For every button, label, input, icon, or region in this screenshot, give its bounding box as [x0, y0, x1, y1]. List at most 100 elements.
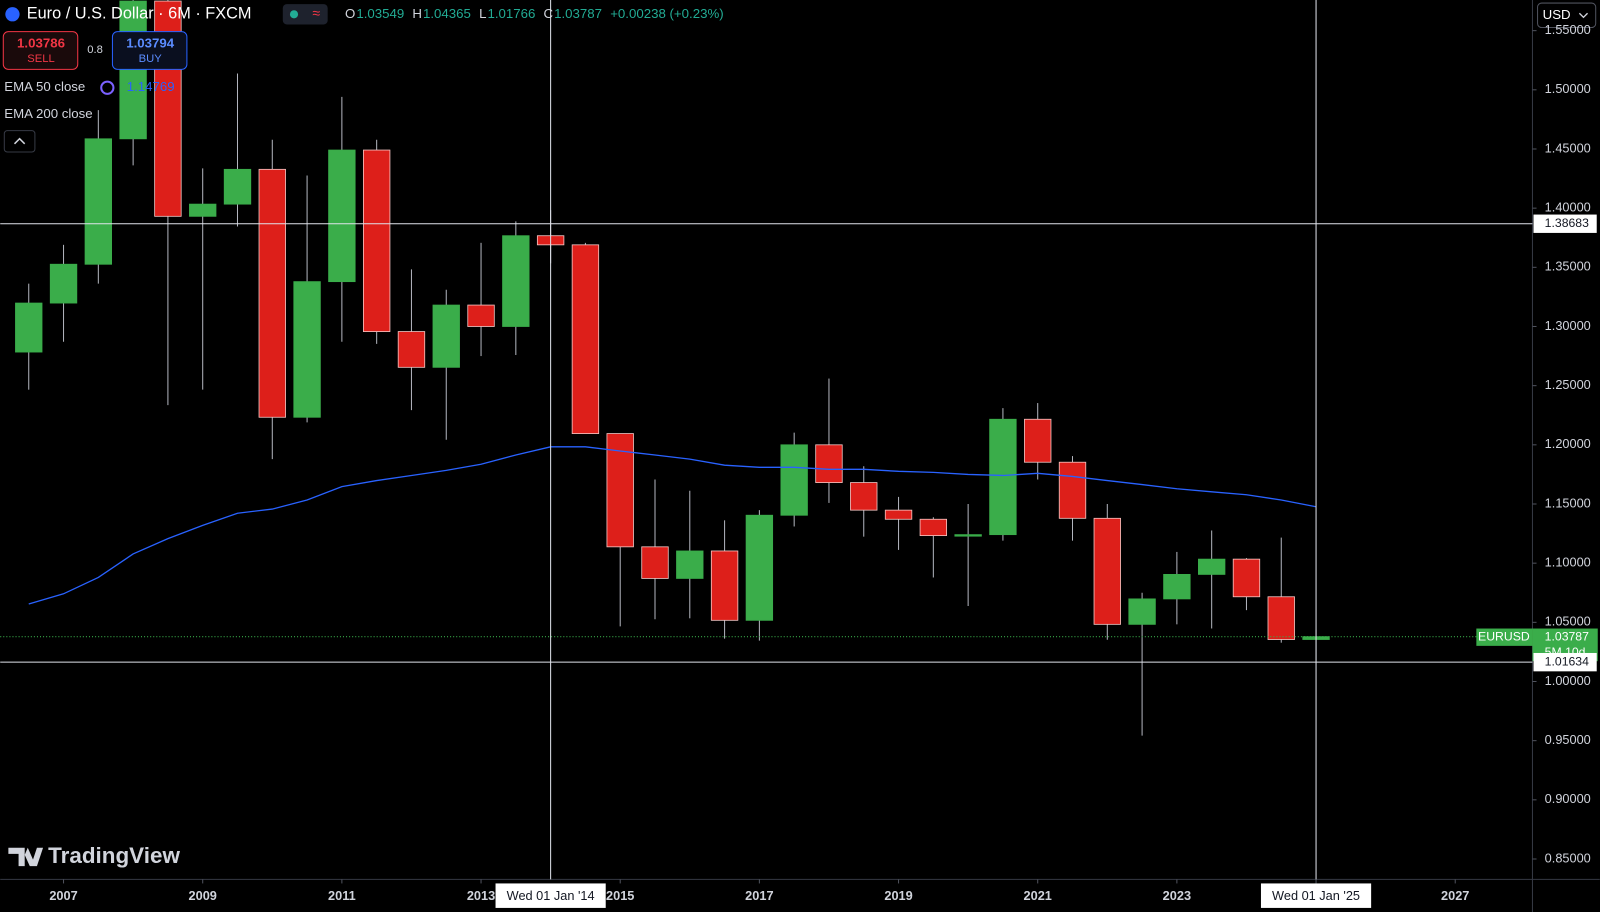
crosshair-label-box	[1533, 652, 1597, 672]
status-icon: ≈	[312, 6, 320, 22]
status-pill[interactable]	[282, 4, 328, 25]
crosshair-label: Wed 01 Jan '25	[1272, 888, 1360, 903]
candle-body	[258, 168, 286, 418]
candle-body	[989, 418, 1017, 536]
candle-body	[49, 263, 78, 304]
candle-body	[397, 331, 426, 368]
ema-line	[28, 446, 1317, 605]
candle-body	[328, 149, 356, 283]
candle-body	[641, 546, 669, 579]
candle-body	[1232, 558, 1261, 598]
candle-body	[919, 518, 948, 536]
x-tick-label: 2027	[1441, 888, 1469, 903]
candle-body	[815, 444, 843, 483]
price-label: 1.03787	[1545, 629, 1589, 643]
candle-body	[223, 168, 252, 205]
crosshair-label: Wed 01 Jan '14	[507, 888, 595, 903]
ohlc-letter: C	[544, 6, 554, 21]
spread: 0.8	[87, 44, 103, 56]
symbol-label: EURUSD	[1478, 629, 1530, 643]
ui: Euro / U.S. Dollar · 6M · FXCM ≈ O 1.0354…	[2, 2, 1597, 868]
logo-icon	[8, 847, 44, 867]
symbol-label-box	[1476, 628, 1533, 646]
candle-body	[1024, 418, 1052, 463]
y-tick-label: 1.35000	[1545, 259, 1591, 274]
collapse-button[interactable]	[3, 130, 36, 153]
indicator-icon[interactable]	[100, 80, 115, 95]
candle-body	[1198, 558, 1226, 575]
ohlc-value: 1.01766	[487, 6, 535, 21]
x-tick-label: 2021	[1024, 888, 1052, 903]
x-tick-label: 2023	[1163, 888, 1191, 903]
x-tick-label: 2017	[745, 888, 773, 903]
buy-price: 1.03794	[126, 35, 175, 50]
buy-label: BUY	[139, 53, 163, 65]
candle-body	[362, 149, 391, 332]
y-tick-label: 0.90000	[1545, 791, 1591, 806]
indicator-name: EMA 50 close	[4, 79, 85, 94]
candle-body	[432, 304, 460, 368]
logo: TradingView	[48, 843, 180, 868]
crosshair-label-box	[495, 883, 606, 908]
ohlc-letter: H	[412, 6, 422, 21]
candle-body	[571, 244, 600, 434]
candle-body	[84, 138, 112, 265]
symbol-icon	[5, 7, 20, 22]
crosshair-label: 1.01634	[1545, 654, 1589, 668]
y-tick-label: 1.10000	[1545, 555, 1591, 570]
ohlc-value: 1.04365	[423, 6, 471, 21]
sell-label: SELL	[27, 53, 54, 65]
y-tick-label: 0.95000	[1545, 732, 1591, 747]
ohlc-letter: O	[345, 6, 355, 21]
chart-title: Euro / U.S. Dollar · 6M · FXCM	[27, 5, 252, 23]
currency-button[interactable]	[1537, 2, 1597, 29]
candle-body	[884, 509, 913, 520]
candle-body	[15, 302, 43, 353]
candle-body	[1093, 517, 1121, 625]
y-tick-label: 1.55000	[1545, 22, 1591, 37]
y-tick-label: 1.00000	[1545, 673, 1591, 688]
x-tick-label: 2007	[49, 888, 77, 903]
sell-button[interactable]	[2, 31, 79, 70]
candle-body	[676, 550, 704, 579]
candle-body	[502, 235, 530, 327]
y-tick-label: 1.15000	[1545, 495, 1591, 510]
currency: USD	[1543, 7, 1571, 22]
x-tick-label: 2011	[328, 888, 356, 903]
candle-body	[1058, 461, 1087, 519]
y-tick-label: 1.05000	[1545, 614, 1591, 629]
crosshair-label-box	[1260, 883, 1372, 908]
crosshair-label-box	[1533, 214, 1597, 233]
y-tick-label: 1.45000	[1545, 140, 1591, 155]
market-open-dot	[289, 10, 299, 19]
x-tick-label: 2009	[189, 888, 217, 903]
ohlc-letter: L	[479, 6, 486, 21]
buy-button[interactable]	[111, 31, 188, 70]
candle-body	[850, 482, 878, 511]
y-tick-label: 1.30000	[1545, 318, 1591, 333]
ohlc-value: 1.03787	[554, 6, 602, 21]
candle-body	[467, 304, 495, 327]
y-tick-label: 1.20000	[1545, 436, 1591, 451]
ohlc-change: +0.00238 (+0.23%)	[610, 6, 723, 21]
sell-price: 1.03786	[17, 35, 65, 50]
candle-body	[1163, 573, 1191, 600]
x-tick-label: 2019	[884, 888, 912, 903]
ohlc-legend: O 1.03549 H 1.04365 L 1.01766 C 1.03787 +0.00238…	[345, 6, 724, 21]
plot	[15, 0, 1330, 736]
x-tick-label: 2013	[467, 888, 495, 903]
candle-body	[954, 534, 982, 537]
candle-body	[119, 0, 147, 140]
candle-body	[780, 444, 808, 516]
y-tick-label: 1.25000	[1545, 377, 1591, 392]
crosshair-label: 1.38683	[1545, 216, 1589, 230]
candle-body	[293, 281, 321, 418]
candle-body	[745, 514, 774, 621]
currency-caret	[1578, 12, 1589, 19]
y-tick-label: 1.50000	[1545, 81, 1591, 96]
x-tick-label: 2015	[606, 888, 634, 903]
indicator-value: 1.14769	[127, 79, 175, 94]
indicator-name: EMA 200 close	[4, 106, 92, 121]
candle-body	[1267, 596, 1295, 640]
